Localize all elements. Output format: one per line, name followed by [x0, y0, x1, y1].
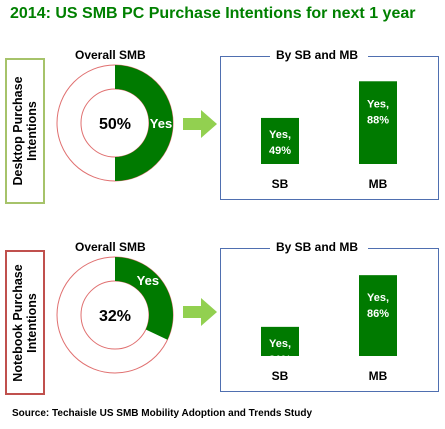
desktop-category-label-mb: MB [369, 177, 388, 191]
desktop-bar-mb-label-1: Yes, [367, 98, 389, 110]
notebook-side-label: Notebook Purchase Intentions [5, 250, 45, 395]
notebook-bar-sb-label-1: Yes, [269, 338, 291, 350]
desktop-title-rule-left [220, 56, 270, 57]
desktop-title-rule-right [368, 56, 438, 57]
notebook-by-title: By SB and MB [276, 240, 359, 254]
notebook-donut-slice-label: Yes [137, 273, 159, 288]
notebook-bar-mb [359, 275, 397, 356]
notebook-title-rule-right [368, 248, 438, 249]
desktop-donut-center-label: 50% [99, 116, 131, 133]
source-footer: Source: Techaisle US SMB Mobility Adopti… [12, 408, 313, 419]
desktop-category-label-sb: SB [272, 177, 289, 191]
notebook-category-label-sb: SB [272, 369, 289, 383]
notebook-overall-title: Overall SMB [75, 240, 146, 254]
desktop-donut-slice-label: Yes [150, 116, 172, 131]
notebook-label-line-2: Intentions [25, 292, 39, 353]
notebook-bar-chart: Yes, 31% SB Yes, 86% MB [261, 275, 397, 383]
desktop-label-line-1: Desktop Purchase [11, 76, 25, 186]
notebook-bar-sb-label-2: 31% [269, 354, 291, 366]
desktop-bar-mb [359, 81, 397, 164]
notebook-overall-donut: 32% Yes [56, 256, 174, 374]
desktop-bar-sb [261, 117, 299, 164]
desktop-overall-donut: 50% Yes [56, 64, 174, 182]
desktop-bar-mb-label-2: 88% [367, 114, 389, 126]
notebook-bar-mb-label-2: 86% [367, 308, 389, 320]
notebook-donut-yes-slice [115, 257, 173, 340]
notebook-arrow [183, 298, 217, 326]
desktop-overall-title: Overall SMB [75, 48, 146, 62]
notebook-label-line-1: Notebook Purchase [11, 263, 25, 382]
chart-title: 2014: US SMB PC Purchase Intentions for … [10, 5, 416, 22]
desktop-arrow [183, 110, 217, 138]
desktop-by-title: By SB and MB [276, 48, 359, 62]
desktop-side-label: Desktop Purchase Intentions [5, 58, 45, 204]
desktop-label-line-2: Intentions [25, 101, 39, 161]
notebook-bar-mb-label-1: Yes, [367, 292, 389, 304]
desktop-bar-sb-label-1: Yes, [269, 129, 291, 141]
desktop-by-panel [220, 56, 439, 200]
notebook-bar-sb [261, 326, 299, 356]
notebook-category-label-mb: MB [369, 369, 388, 383]
notebook-title-rule-left [220, 248, 270, 249]
notebook-donut-center-label: 32% [99, 308, 131, 325]
desktop-bar-chart: Yes, 49% SB Yes, 88% MB [261, 81, 397, 191]
notebook-by-panel [220, 248, 439, 392]
desktop-bar-sb-label-2: 49% [269, 145, 291, 157]
desktop-donut-yes-slice [115, 65, 173, 181]
